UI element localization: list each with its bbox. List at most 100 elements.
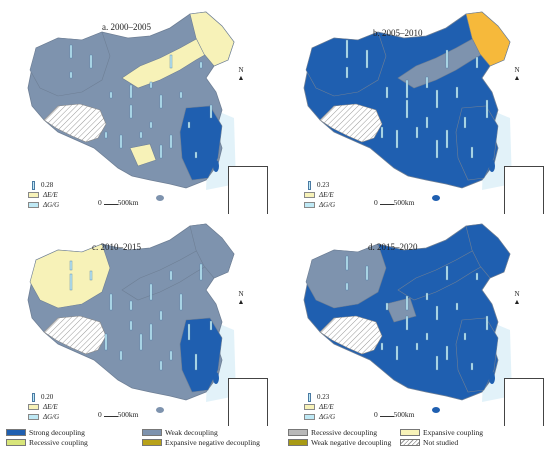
scale-label: 500km — [117, 198, 139, 207]
scale-zero: 0 — [98, 410, 102, 419]
ratio-bar — [169, 134, 173, 149]
region-not-studied — [43, 315, 107, 355]
ratio-bar — [435, 305, 439, 321]
island-taiwan — [489, 160, 495, 172]
legend-swatch — [288, 429, 308, 436]
ratio-bar — [425, 332, 429, 341]
energy-key-label: ΔE/E — [319, 191, 334, 199]
scale-zero: 0 — [374, 198, 378, 207]
legend-swatch — [142, 439, 162, 446]
ratio-bar — [159, 144, 163, 159]
ratio-bar — [365, 265, 369, 281]
ratio-bar — [199, 263, 203, 281]
scale-label: 500km — [393, 410, 415, 419]
energy-swatch — [304, 404, 315, 410]
ratio-bar — [455, 86, 459, 99]
region-northeast — [189, 11, 235, 67]
legend-item-weak-negative-decoupling: Weak negative decoupling — [288, 438, 391, 447]
ratio-bar — [380, 342, 384, 351]
legend-swatch — [400, 429, 420, 436]
ratio-bar — [139, 131, 143, 139]
ratio-bar — [380, 126, 384, 139]
ratio-bar — [159, 94, 163, 109]
gdp-swatch — [28, 202, 39, 208]
ratio-bar — [187, 323, 191, 341]
region-northeast — [465, 11, 511, 67]
ratio-bar — [425, 292, 429, 301]
legend-item-expansive-coupling: Expansive coupling — [400, 428, 483, 437]
ratio-bar — [463, 332, 467, 341]
ratio-key: 0.28 ΔE/E ΔG/G — [28, 180, 59, 210]
energy-key-label: ΔE/E — [43, 403, 58, 411]
legend-label: Strong decoupling — [29, 428, 85, 437]
ratio-bar — [169, 54, 173, 69]
ratio-bar — [129, 104, 133, 119]
ratio-bar — [345, 66, 349, 79]
ratio-bar — [345, 39, 349, 59]
north-arrow-icon: N ▲ — [237, 66, 245, 82]
ratio-key: 0.23 ΔE/E ΔG/G — [304, 180, 335, 210]
ratio-bar — [209, 320, 213, 331]
ratio-bar — [475, 272, 479, 281]
ratio-bar — [435, 139, 439, 159]
ratio-bar — [435, 89, 439, 109]
region-xinjiang — [29, 31, 111, 97]
north-arrow-icon: N ▲ — [513, 290, 521, 306]
ratio-bar — [129, 84, 133, 99]
ratio-bar — [445, 129, 449, 149]
region-east-coast — [455, 317, 499, 393]
energy-key-label: ΔE/E — [319, 403, 334, 411]
region-xinjiang — [305, 243, 387, 309]
legend-item-not-studied: Not studied — [400, 438, 458, 447]
ratio-bar — [425, 76, 429, 89]
ratio-bar — [159, 310, 163, 321]
ratio-bar — [119, 134, 123, 149]
ratio-bar — [194, 353, 198, 371]
energy-swatch — [28, 404, 39, 410]
ratio-bar — [169, 350, 173, 361]
ratio-bar — [179, 91, 183, 99]
map-b-canvas — [303, 11, 512, 201]
north-label: N — [238, 66, 244, 74]
island-taiwan — [489, 372, 495, 384]
ratio-bar — [119, 350, 123, 361]
region-highlight — [129, 143, 157, 167]
ratio-bar — [69, 71, 73, 79]
region-highlight — [385, 297, 417, 323]
bar-scale-icon — [32, 392, 35, 402]
island-hainan — [432, 407, 440, 413]
legend-label: Not studied — [423, 438, 459, 447]
ratio-bar — [435, 355, 439, 371]
island-hainan — [156, 195, 164, 201]
ratio-bar — [365, 49, 369, 69]
gdp-swatch — [304, 414, 315, 420]
island-hainan — [156, 407, 164, 413]
island-hainan — [432, 195, 440, 201]
ratio-bar — [69, 273, 73, 291]
ratio-bar — [149, 283, 153, 301]
region-not-studied — [319, 103, 383, 143]
ratio-bar — [485, 315, 489, 331]
ratio-bar — [405, 315, 409, 331]
scale-label: 500km — [393, 198, 415, 207]
ratio-bar — [485, 99, 489, 119]
ratio-bar — [104, 131, 108, 139]
legend-item-recessive-coupling: Recessive coupling — [6, 438, 88, 447]
ratio-bar — [89, 54, 93, 69]
gdp-key-label: ΔG/G — [319, 201, 336, 209]
region-east-coast — [455, 105, 499, 181]
china-map — [303, 11, 512, 201]
north-label: N — [514, 66, 520, 74]
ratio-bar — [395, 345, 399, 361]
gdp-key-label: ΔG/G — [43, 201, 60, 209]
ratio-bar — [149, 121, 153, 129]
bar-scale-value: 0.28 — [41, 181, 54, 189]
bar-scale-value: 0.23 — [317, 181, 330, 189]
bar-scale-value: 0.20 — [41, 393, 54, 401]
ratio-bar — [385, 302, 389, 311]
scale-zero: 0 — [374, 410, 378, 419]
scale-line — [103, 200, 118, 205]
legend-swatch — [6, 429, 26, 436]
scale-line — [379, 412, 394, 417]
